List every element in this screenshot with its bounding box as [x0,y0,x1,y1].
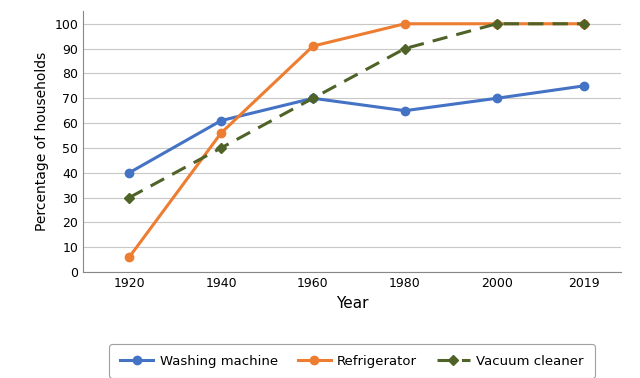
Line: Refrigerator: Refrigerator [125,20,588,262]
Legend: Washing machine, Refrigerator, Vacuum cleaner: Washing machine, Refrigerator, Vacuum cl… [109,344,595,378]
Refrigerator [580,22,588,26]
Washing machine [580,84,588,88]
Line: Vacuum cleaner: Vacuum cleaner [125,20,588,201]
Washing machine [401,108,409,113]
Washing machine [125,170,133,175]
Refrigerator [493,22,500,26]
X-axis label: Year: Year [336,296,368,311]
Vacuum cleaner [125,195,133,200]
Vacuum cleaner [580,22,588,26]
Washing machine [309,96,317,101]
Refrigerator [401,22,409,26]
Vacuum cleaner [309,96,317,101]
Refrigerator [309,44,317,48]
Line: Washing machine: Washing machine [125,82,588,177]
Vacuum cleaner [493,22,500,26]
Y-axis label: Percentage of households: Percentage of households [35,52,49,231]
Washing machine [493,96,500,101]
Refrigerator [217,131,225,135]
Refrigerator [125,255,133,260]
Vacuum cleaner [401,46,409,51]
Vacuum cleaner [217,146,225,150]
Washing machine [217,118,225,123]
